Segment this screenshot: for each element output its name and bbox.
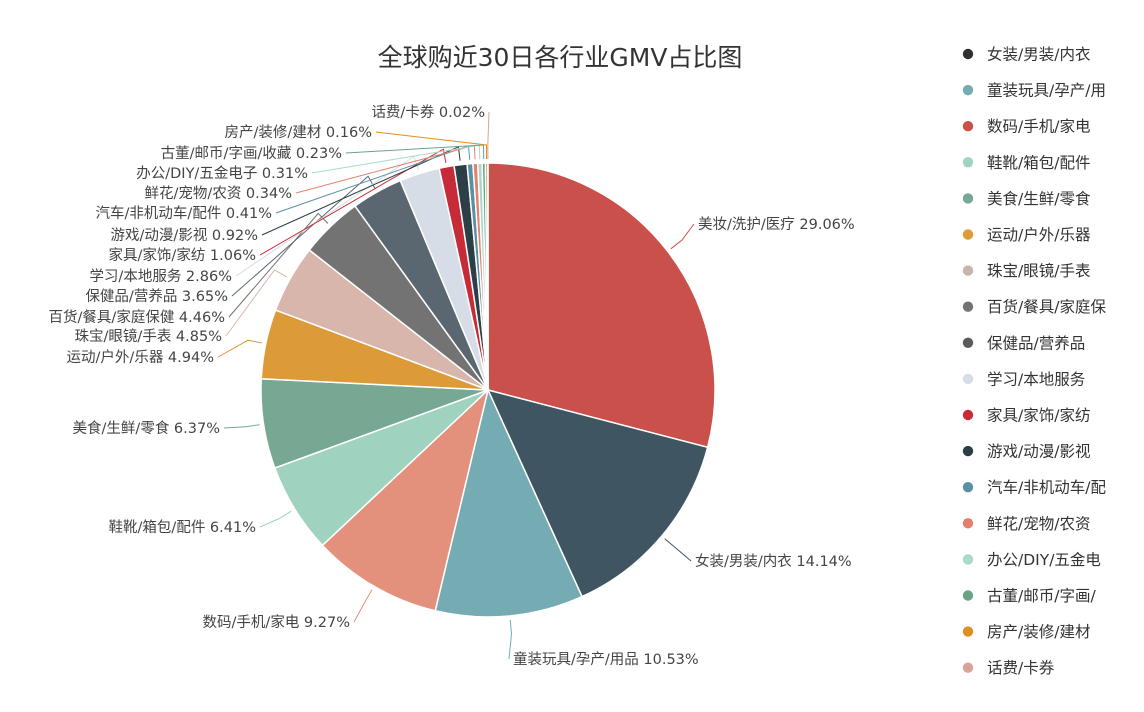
slice-label: 珠宝/眼镜/手表 4.85% [75, 327, 222, 345]
legend-swatch[interactable] [962, 590, 974, 601]
legend-label[interactable]: 运动/户外/乐器 [987, 226, 1091, 244]
legend-swatch[interactable] [962, 337, 974, 348]
slice-label: 家具/家饰/家纺 1.06% [109, 247, 256, 264]
slice-label: 美食/生鲜/零食 6.37% [73, 420, 220, 437]
legend-swatch[interactable] [962, 121, 974, 132]
legend-swatch[interactable] [962, 662, 974, 673]
legend-label[interactable]: 汽车/非机动车/配 [987, 479, 1106, 497]
leader-line [223, 424, 260, 429]
leader-line [670, 223, 695, 250]
legend-label[interactable]: 保健品/营养品 [987, 334, 1085, 352]
slice-label: 保健品/营养品 3.65% [85, 288, 228, 305]
legend-swatch[interactable] [962, 518, 974, 529]
slice-label: 汽车/非机动车/配件 0.41% [96, 205, 272, 222]
legend-swatch[interactable] [962, 84, 974, 96]
slice-label: 学习/本地服务 2.86% [89, 268, 232, 285]
legend-label[interactable]: 数码/手机/家电 [987, 118, 1090, 136]
pie-slice[interactable] [486, 388, 709, 598]
leader-line [228, 212, 329, 318]
pie-slices [260, 162, 716, 618]
legend-label[interactable]: 百货/餐具/家庭保 [987, 298, 1106, 316]
legend-swatch[interactable] [962, 301, 974, 312]
leader-line [217, 339, 262, 358]
slice-label: 古董/邮币/字画/收藏 0.23% [161, 145, 342, 162]
legend-label[interactable]: 古董/邮币/字画/ [987, 587, 1096, 605]
leader-line [508, 619, 513, 660]
leader-line [259, 510, 292, 528]
slice-label: 鲜花/宠物/农资 0.34% [145, 185, 292, 202]
slice-label: 鞋靴/箱包/配件 6.41% [109, 519, 256, 536]
pie-slice[interactable] [321, 387, 490, 612]
leader-line [259, 148, 447, 256]
leader-line [345, 144, 485, 160]
leader-line [375, 131, 487, 159]
legend-swatch[interactable] [962, 193, 974, 204]
legend-label[interactable]: 房产/装修/建材 [987, 623, 1090, 641]
legend-label[interactable]: 鲜花/宠物/农资 [987, 515, 1090, 533]
legend-swatch[interactable] [962, 157, 974, 168]
legend-label[interactable]: 办公/DIY/五金电 [987, 551, 1101, 569]
legend-label[interactable]: 女装/男装/内衣 [987, 45, 1090, 64]
leader-line [225, 269, 287, 337]
legend-label[interactable]: 学习/本地服务 [987, 370, 1085, 388]
legend-label[interactable]: 家具/家饰/家纺 [987, 407, 1090, 425]
slice-label: 女装/男装/内衣 14.14% [695, 552, 852, 570]
legend-swatch[interactable] [962, 229, 974, 240]
leader-line [353, 589, 373, 623]
slice-label: 话费/卡券 0.02% [371, 104, 485, 121]
slice-label: 童装玩具/孕产/用品 10.53% [513, 650, 699, 668]
legend-label[interactable]: 鞋靴/箱包/配件 [987, 154, 1090, 172]
legend[interactable]: 女装/男装/内衣童装玩具/孕产/用数码/手机/家电鞋靴/箱包/配件美食/生鲜/零… [962, 45, 1107, 678]
slice-label: 美妆/洗护/医疗 29.06% [698, 216, 855, 233]
legend-swatch[interactable] [962, 626, 974, 637]
legend-label[interactable]: 游戏/动漫/影视 [987, 443, 1090, 461]
slice-labels: 美妆/洗护/医疗 29.06% 女装/男装/内衣 14.14% 童装玩具/孕产/用品… [49, 104, 855, 668]
legend-swatch[interactable] [962, 409, 974, 421]
slice-label: 房产/装修/建材 0.16% [225, 124, 372, 141]
legend-swatch[interactable] [962, 48, 974, 60]
legend-label[interactable]: 美食/生鲜/零食 [987, 190, 1091, 208]
leader-line [664, 538, 692, 562]
leader-lines [217, 111, 695, 660]
legend-swatch[interactable] [962, 265, 974, 276]
legend-label[interactable]: 珠宝/眼镜/手表 [987, 261, 1090, 280]
legend-swatch[interactable] [962, 373, 974, 385]
chart-title: 全球购近30日各行业GMV占比图 [378, 43, 743, 72]
leader-line [487, 111, 490, 160]
slice-label: 数码/手机/家电 9.27% [203, 614, 350, 631]
legend-swatch[interactable] [962, 554, 974, 565]
legend-swatch[interactable] [962, 482, 974, 493]
slice-label: 游戏/动漫/影视 0.92% [111, 227, 258, 244]
legend-swatch[interactable] [962, 445, 974, 457]
pie-slice[interactable] [434, 387, 584, 618]
slice-label: 办公/DIY/五金电子 0.31% [136, 165, 308, 182]
slice-label: 运动/户外/乐器 4.94% [67, 349, 214, 366]
slice-label: 百货/餐具/家庭保健 4.46% [49, 309, 225, 326]
pie-slice[interactable] [487, 162, 716, 449]
legend-label[interactable]: 话费/卡券 [987, 659, 1055, 677]
legend-label[interactable]: 童装玩具/孕产/用 [987, 81, 1106, 100]
